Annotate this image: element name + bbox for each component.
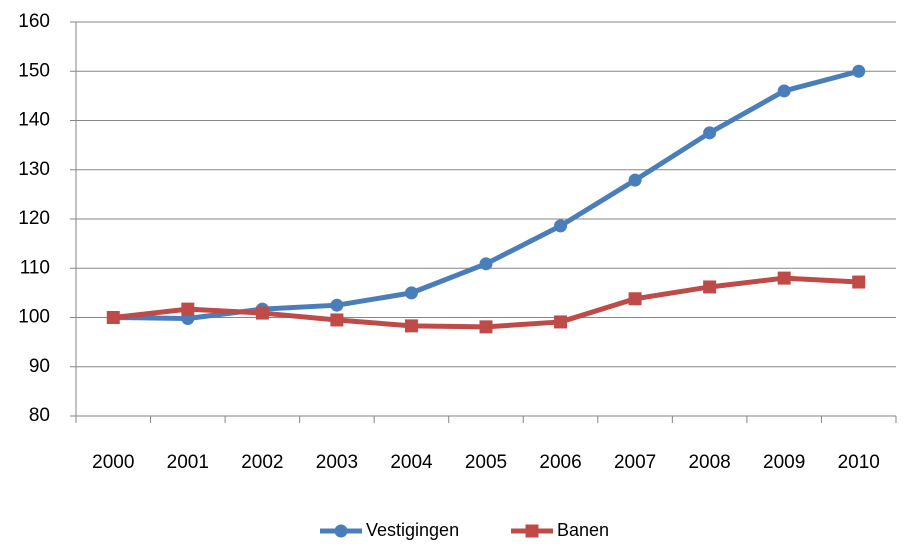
y-tick-label: 110	[20, 257, 50, 278]
data-point	[106, 311, 120, 324]
x-tick-label: 2006	[539, 452, 581, 473]
x-tick-label: 2009	[763, 452, 805, 473]
data-point	[479, 257, 493, 271]
y-tick-label: 130	[18, 159, 50, 180]
x-tick-label: 2001	[167, 452, 209, 473]
data-point	[852, 275, 866, 289]
data-point	[777, 271, 791, 285]
data-point	[330, 298, 344, 312]
legend-label: Vestigingen	[366, 520, 459, 540]
y-tick-label: 120	[18, 208, 50, 229]
x-tick-label: 2008	[688, 452, 730, 473]
data-point	[777, 84, 791, 98]
x-tick-label: 2010	[838, 452, 880, 473]
data-point	[628, 292, 642, 306]
x-tick-label: 2004	[390, 452, 433, 473]
legend-marker	[525, 524, 539, 538]
data-point	[703, 126, 717, 140]
x-tick-label: 2002	[241, 452, 283, 473]
x-tick-label: 2005	[465, 452, 507, 473]
data-point	[479, 320, 493, 334]
legend-label: Banen	[557, 520, 609, 540]
data-point	[703, 280, 717, 294]
data-point	[628, 173, 642, 187]
y-tick-label: 90	[29, 356, 50, 377]
data-point	[330, 313, 344, 327]
data-point	[404, 286, 418, 300]
x-tick-label: 2007	[614, 452, 656, 473]
series-line	[112, 275, 859, 330]
y-tick-label: 150	[18, 60, 50, 81]
x-tick-label: 2003	[316, 452, 358, 473]
data-point	[255, 306, 269, 320]
legend-marker	[334, 524, 348, 538]
data-point	[852, 64, 866, 78]
y-tick-label: 140	[18, 110, 50, 131]
y-tick-label: 80	[29, 405, 50, 426]
data-point	[554, 315, 568, 329]
y-tick-label: 160	[18, 11, 50, 32]
data-point	[554, 219, 568, 233]
x-tick-label: 2000	[92, 452, 134, 473]
data-point	[404, 319, 418, 333]
data-point	[181, 302, 195, 316]
y-tick-label: 100	[18, 307, 50, 328]
